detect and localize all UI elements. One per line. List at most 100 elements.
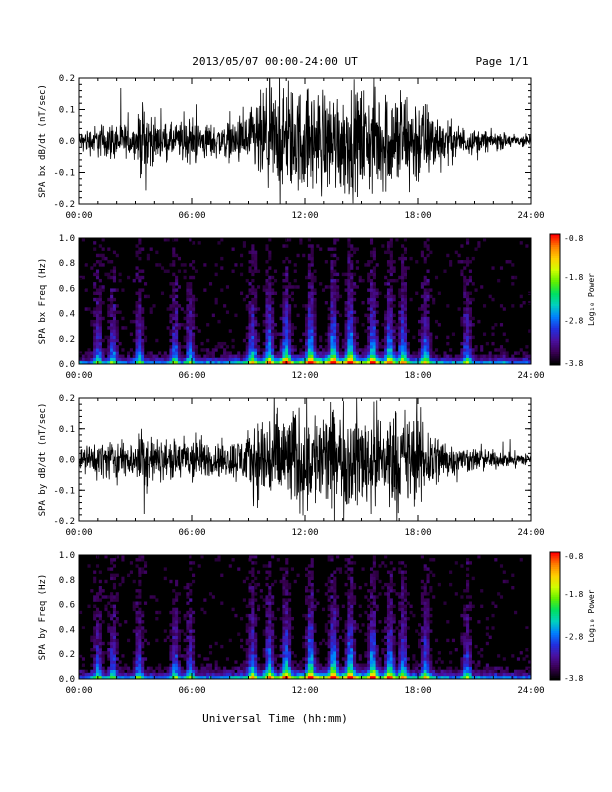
spectrogram-cell	[273, 332, 278, 336]
spectrogram-cell	[499, 666, 504, 670]
spectrogram-cell	[305, 617, 309, 621]
spectrogram-cell	[288, 319, 292, 324]
spectrogram-cell	[110, 291, 114, 295]
spectrogram-cell	[273, 617, 278, 621]
spectrogram-cell	[313, 341, 317, 346]
spectrogram-cell	[310, 613, 314, 618]
spectrogram-cell	[429, 335, 433, 340]
spectrogram-cell	[282, 326, 286, 330]
spectrogram-cell	[231, 669, 235, 674]
spectrogram-cell	[200, 666, 204, 670]
spectrogram-cell	[177, 669, 182, 674]
spectrogram-cell	[169, 345, 173, 349]
spectrogram-cell	[189, 669, 193, 674]
spectrogram-cell	[437, 657, 441, 661]
spectrogram-cell	[276, 332, 280, 336]
spectrogram-cell	[369, 332, 374, 336]
spectrogram-cell	[350, 354, 354, 358]
spectrogram-cell	[463, 301, 467, 305]
spectrogram-cell	[115, 357, 119, 362]
spectrogram-cell	[333, 582, 337, 587]
spectrogram-cell	[225, 285, 230, 289]
spectrogram-cell	[192, 669, 196, 674]
dbdt-trace	[79, 398, 531, 521]
spectrogram-cell	[265, 326, 269, 330]
spectrogram-cell	[485, 357, 489, 362]
spectrogram-cell	[330, 338, 334, 343]
spectrogram-cell	[389, 648, 393, 652]
spectrogram-cell	[135, 651, 139, 655]
spectrogram-cell	[420, 613, 424, 618]
spectrogram-cell	[344, 282, 348, 286]
spectrogram-cell	[401, 570, 405, 574]
spectrogram-cell	[384, 316, 388, 321]
spectrogram-cell	[279, 617, 283, 621]
spectrogram-cell	[423, 601, 427, 605]
y-tick-label: 0.1	[59, 106, 75, 116]
spectrogram-cell	[488, 294, 492, 299]
spectrogram-cell	[313, 641, 317, 646]
spectrogram-cell	[265, 294, 269, 299]
spectrogram-cell	[138, 629, 142, 633]
spectrogram-cell	[288, 669, 292, 674]
spectrogram-cell	[208, 666, 213, 670]
spectrogram-cell	[197, 564, 201, 568]
spectrogram-cell	[392, 360, 396, 365]
spectrogram-cell	[256, 348, 261, 352]
spectrogram-cell	[186, 357, 190, 362]
spectrogram-cell	[355, 666, 359, 670]
spectrogram-cell	[197, 669, 201, 674]
spectrogram-cell	[321, 669, 326, 674]
spectrogram-cell	[273, 672, 278, 677]
spectrogram-cell	[110, 648, 114, 652]
spectrogram-cell	[426, 278, 430, 283]
spectrogram-cell	[310, 291, 314, 295]
spectrogram-cell	[251, 357, 255, 362]
spectrogram-cell	[251, 626, 255, 630]
spectrogram-cell	[282, 272, 286, 277]
spectrogram-cell	[206, 666, 210, 670]
spectrogram-cell	[135, 266, 139, 270]
spectrogram-cell	[409, 675, 413, 680]
spectrogram-cell	[466, 316, 470, 321]
spectrogram-cell	[214, 301, 218, 305]
spectrogram-cell	[418, 669, 422, 674]
spectrogram-cell	[463, 648, 467, 652]
spectrogram-cell	[401, 561, 405, 565]
spectrogram-cell	[372, 323, 376, 327]
spectrogram-cell	[169, 629, 173, 633]
spectrogram-cell	[138, 607, 142, 612]
spectrogram-cell	[398, 316, 402, 321]
spectrogram-cell	[347, 260, 351, 264]
spectrogram-cell	[84, 669, 88, 674]
spectrogram-cell	[175, 579, 179, 584]
spectrogram-cell	[183, 354, 187, 358]
y-tick-label: -0.1	[53, 486, 75, 496]
spectrogram-cell	[310, 345, 314, 349]
spectrogram-cell	[206, 323, 210, 327]
spectrogram-cell	[403, 610, 408, 615]
spectrogram-cell	[313, 623, 317, 627]
spectrogram-cell	[330, 316, 334, 321]
spectrogram-cell	[369, 620, 374, 624]
spectrogram-cell	[310, 275, 314, 280]
spectrogram-cell	[135, 666, 139, 670]
spectrogram-cell	[81, 357, 85, 362]
spectrogram-cell	[494, 357, 498, 362]
spectrogram-cell	[406, 354, 410, 358]
spectrogram-cell	[256, 345, 261, 349]
spectrogram-cell	[369, 629, 374, 633]
spectrogram-cell	[228, 638, 232, 643]
spectrogram-cell	[268, 598, 272, 602]
spectrogram-cell	[288, 626, 292, 630]
spectrogram-cell	[305, 348, 309, 352]
spectrogram-cell	[514, 672, 518, 677]
spectrogram-cell	[420, 607, 424, 612]
spectrogram-cell	[110, 360, 114, 365]
spectrogram-cell	[285, 567, 289, 571]
spectrogram-cell	[208, 282, 213, 286]
spectrogram-cell	[305, 651, 309, 655]
spectrogram-cell	[268, 288, 272, 292]
spectrogram-cell	[95, 357, 100, 362]
spectrogram-cell	[95, 610, 100, 615]
